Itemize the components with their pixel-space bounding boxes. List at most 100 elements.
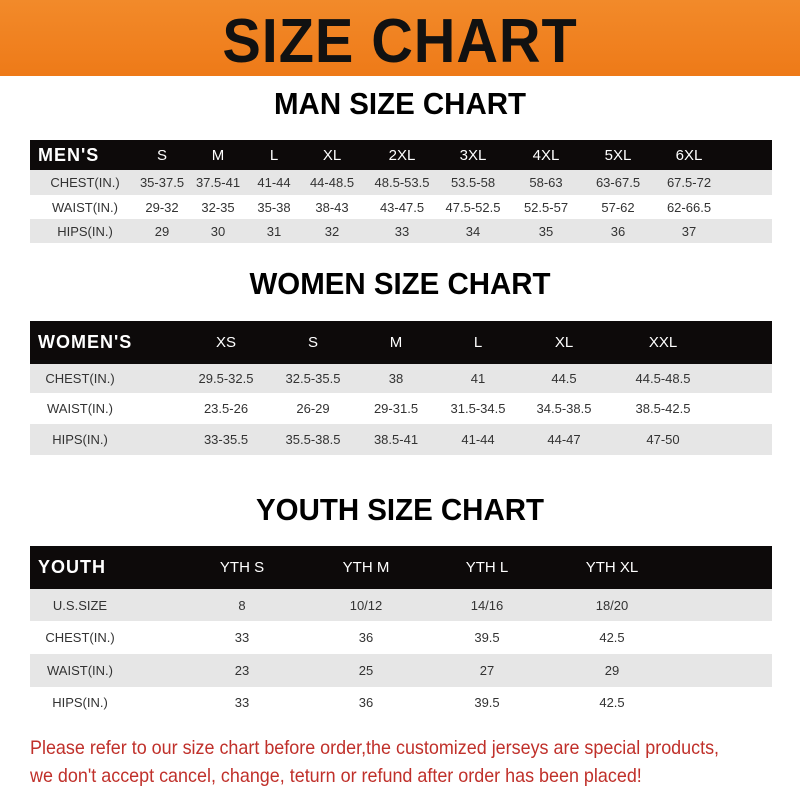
table-cell: 44-48.5 <box>309 175 355 190</box>
table-cell: 33-35.5 <box>203 432 249 447</box>
table-cell: 35-37.5 <box>139 175 185 190</box>
table-cell: 48.5-53.5 <box>374 175 430 190</box>
table-cell: 18/20 <box>595 597 629 613</box>
table-cell: 23 <box>234 663 250 678</box>
table-cell: 38-43 <box>315 199 349 215</box>
table-cell: 58-63 <box>529 175 563 190</box>
table-row: CHEST(IN.) 33 36 39.5 42.5 <box>30 621 772 654</box>
size-header-cell: M <box>211 146 225 164</box>
table-cell: 47.5-52.5 <box>445 199 501 215</box>
table-header-row: MEN'S S M L XL 2XL 3XL 4XL 5XL 6XL <box>30 140 772 170</box>
measurement-label: HIPS(IN.) <box>52 432 108 447</box>
table-cell: 63-67.5 <box>595 175 641 190</box>
table-cell: 33 <box>234 695 250 710</box>
table-cell: 57-62 <box>601 199 635 215</box>
table-row: WAIST(IN.) 29-32 32-35 35-38 38-43 43-47.5 47.… <box>30 195 772 219</box>
table-cell: 35.5-38.5 <box>285 432 341 447</box>
table-cell: 27 <box>479 663 495 678</box>
table-cell: 29.5-32.5 <box>198 371 254 386</box>
table-cell: 36 <box>358 695 374 710</box>
table-cell: 41-44 <box>257 175 291 190</box>
table-cell: 42.5 <box>599 630 625 645</box>
size-header-cell: S <box>156 146 168 164</box>
table-cell: 41-44 <box>461 432 495 447</box>
size-header-cell: YTH XL <box>585 559 639 576</box>
table-cell: 43-47.5 <box>379 199 425 215</box>
table-cell: 34 <box>465 223 481 239</box>
size-header-cell: 2XL <box>388 146 416 164</box>
table-cell: 30 <box>210 223 226 239</box>
table-cell: 52.5-57 <box>523 199 569 215</box>
table-cell: 8 <box>238 597 246 613</box>
table-row: HIPS(IN.) 33-35.5 35.5-38.5 38.5-41 41-44 44-… <box>30 424 772 455</box>
table-cell: 32-35 <box>201 199 235 215</box>
table-cell: 26-29 <box>296 401 330 416</box>
table-cell: 36 <box>610 223 626 239</box>
page-title: SIZE CHART <box>222 7 578 76</box>
measurement-label: U.S.SIZE <box>52 597 108 613</box>
notice-line: we don't accept cancel, change, teturn o… <box>30 765 642 787</box>
table-cell: 42.5 <box>599 695 625 710</box>
size-header-cell: 5XL <box>604 146 632 164</box>
table-cell: 23.5-26 <box>203 401 249 416</box>
table-cell: 39.5 <box>474 695 500 710</box>
size-header-cell: L <box>473 334 483 351</box>
measurement-label: HIPS(IN.) <box>52 695 108 710</box>
table-header-row: WOMEN'S XS S M L XL XXL <box>30 321 772 364</box>
order-notice: Please refer to our size chart before or… <box>30 734 729 790</box>
table-row: CHEST(IN.) 29.5-32.5 32.5-35.5 38 41 44.5 44.5… <box>30 364 772 393</box>
table-title-cell: YOUTH <box>38 557 106 577</box>
table-row: WAIST(IN.) 23 25 27 29 <box>30 654 772 687</box>
table-cell: 31.5-34.5 <box>450 401 506 416</box>
table-cell: 32.5-35.5 <box>285 371 341 386</box>
table-cell: 29-31.5 <box>373 401 419 416</box>
size-header-cell: YTH S <box>219 559 265 576</box>
size-header-cell: 6XL <box>675 146 703 164</box>
table-row: U.S.SIZE 8 10/12 14/16 18/20 <box>30 589 772 621</box>
table-cell: 38.5-41 <box>373 432 419 447</box>
measurement-label: WAIST(IN.) <box>52 199 118 215</box>
table-cell: 29-32 <box>145 199 179 215</box>
table-cell: 53.5-58 <box>450 175 496 190</box>
size-header-cell: 4XL <box>532 146 560 164</box>
table-cell: 29 <box>154 223 170 239</box>
table-cell: 62-66.5 <box>666 199 712 215</box>
table-cell: 67.5-72 <box>666 175 712 190</box>
table-cell: 25 <box>358 663 374 678</box>
table-cell: 35-38 <box>257 199 291 215</box>
table-cell: 44.5 <box>551 371 577 386</box>
youth-heading: YOUTH SIZE CHART <box>256 492 544 527</box>
table-row: HIPS(IN.) 33 36 39.5 42.5 <box>30 687 772 718</box>
measurement-label: CHEST(IN.) <box>45 371 115 386</box>
table-cell: 33 <box>394 223 410 239</box>
table-cell: 47-50 <box>646 432 680 447</box>
table-cell: 33 <box>234 630 250 645</box>
table-row: WAIST(IN.) 23.5-26 26-29 29-31.5 31.5-34.5 34… <box>30 393 772 424</box>
table-cell: 39.5 <box>474 630 500 645</box>
table-cell: 31 <box>266 223 282 239</box>
table-cell: 35 <box>538 223 554 239</box>
table-cell: 38.5-42.5 <box>635 401 691 416</box>
size-header-cell: M <box>389 334 403 351</box>
title-banner: SIZE CHART <box>0 0 800 76</box>
table-title-cell: MEN'S <box>38 144 100 165</box>
table-cell: 38 <box>388 371 404 386</box>
women-heading: WOMEN SIZE CHART <box>249 266 551 301</box>
table-row: HIPS(IN.) 29 30 31 32 33 34 35 36 37 <box>30 219 772 243</box>
measurement-label: WAIST(IN.) <box>47 401 113 416</box>
table-cell: 34.5-38.5 <box>536 401 592 416</box>
table-cell: 37.5-41 <box>195 175 241 190</box>
size-header-cell: YTH M <box>342 559 390 576</box>
notice-line: Please refer to our size chart before or… <box>30 737 720 759</box>
measurement-label: CHEST(IN.) <box>45 630 115 645</box>
table-title-cell: WOMEN'S <box>38 332 133 352</box>
size-header-cell: XS <box>215 334 237 351</box>
table-cell: 10/12 <box>349 597 383 613</box>
table-cell: 29 <box>604 663 620 678</box>
table-header-row: YOUTH YTH S YTH M YTH L YTH XL <box>30 546 772 589</box>
size-header-cell: XL <box>554 334 574 351</box>
table-cell: 32 <box>324 223 340 239</box>
table-cell: 36 <box>358 630 374 645</box>
size-header-cell: S <box>307 334 319 351</box>
table-cell: 41 <box>470 371 486 386</box>
